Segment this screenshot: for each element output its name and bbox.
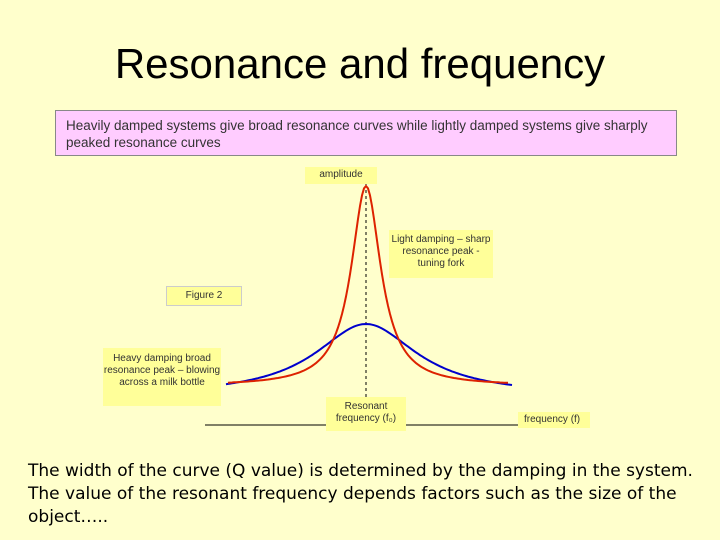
intro-text-box: Heavily damped systems give broad resona… [55,110,677,156]
light-damping-label: Light damping – sharp resonance peak - t… [389,230,493,278]
light-damping-curve [227,184,509,384]
amplitude-label: amplitude [305,167,377,184]
caption-text: The width of the curve (Q value) is dete… [28,461,693,527]
heavy-damping-curve [225,322,513,386]
figure-label: Figure 2 [166,286,242,306]
heavy-damping-label: Heavy damping broad resonance peak – blo… [103,348,221,406]
slide-title: Resonance and frequency [114,40,606,87]
frequency-axis-label: frequency (f) [518,412,590,428]
resonant-frequency-label: Resonant frequency (f₀) [326,397,406,431]
